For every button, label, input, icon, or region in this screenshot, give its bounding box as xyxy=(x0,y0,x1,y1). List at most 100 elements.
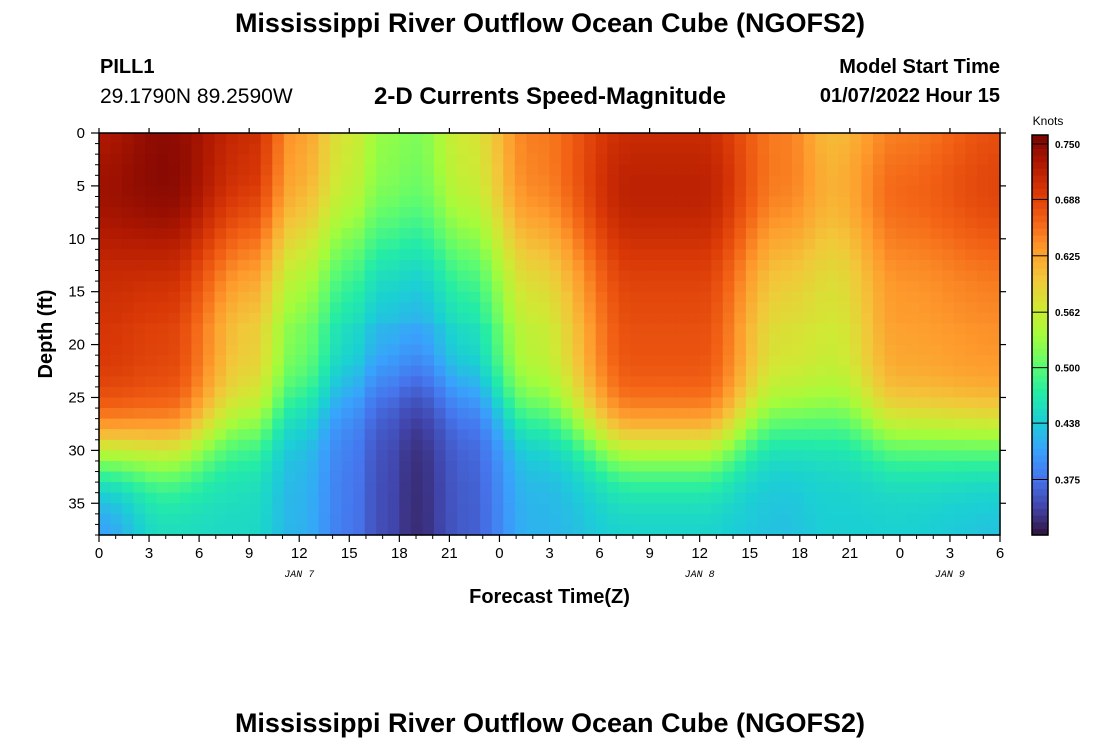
heatmap-cell xyxy=(849,312,862,325)
heatmap-cell xyxy=(641,270,655,282)
heatmap-cell xyxy=(942,408,955,420)
heatmap-cell xyxy=(734,344,747,356)
heatmap-cell xyxy=(792,323,805,335)
heatmap-cell xyxy=(306,207,320,219)
heatmap-cell xyxy=(249,408,262,420)
heatmap-cell xyxy=(745,397,759,409)
heatmap-cell xyxy=(896,154,909,166)
heatmap-cell xyxy=(283,228,296,240)
heatmap-cell xyxy=(549,513,562,526)
heatmap-cell xyxy=(410,429,424,441)
heatmap-cell xyxy=(861,164,874,176)
heatmap-cell xyxy=(387,408,400,420)
heatmap-cell xyxy=(387,397,400,409)
heatmap-cell xyxy=(838,302,851,314)
heatmap-cell xyxy=(330,334,343,346)
heatmap-cell xyxy=(711,291,724,303)
heatmap-cell xyxy=(514,249,527,261)
heatmap-cell xyxy=(422,418,435,430)
heatmap-cell xyxy=(745,133,759,145)
heatmap-cell xyxy=(665,513,678,526)
heatmap-cell xyxy=(676,217,689,229)
heatmap-cell xyxy=(630,471,643,483)
heatmap-cell xyxy=(803,143,816,155)
heatmap-cell xyxy=(249,302,262,314)
heatmap-cell xyxy=(99,196,112,208)
heatmap-cell xyxy=(780,482,793,494)
heatmap-cell xyxy=(537,334,551,346)
heatmap-cell xyxy=(757,344,770,356)
heatmap-cell xyxy=(468,207,481,219)
heatmap-cell xyxy=(214,460,227,473)
heatmap-cell xyxy=(249,175,262,187)
heatmap-cell xyxy=(838,450,851,462)
heatmap-cell xyxy=(826,207,839,219)
heatmap-cell xyxy=(768,228,782,240)
heatmap-cell xyxy=(584,196,597,208)
heatmap-cell xyxy=(318,408,331,420)
heatmap-cell xyxy=(191,365,204,377)
x-tick-label: 9 xyxy=(645,545,653,562)
heatmap-cell xyxy=(156,133,169,145)
heatmap-cell xyxy=(734,217,747,229)
heatmap-cell xyxy=(930,228,943,240)
heatmap-cell xyxy=(780,334,793,346)
heatmap-cell xyxy=(330,259,343,272)
heatmap-cell xyxy=(272,334,285,346)
heatmap-cell xyxy=(792,418,805,430)
heatmap-cell xyxy=(595,312,608,325)
heatmap-cell xyxy=(272,185,285,198)
heatmap-cell xyxy=(815,492,828,504)
heatmap-cell xyxy=(561,249,574,261)
heatmap-cell xyxy=(861,291,874,303)
heatmap-cell xyxy=(849,376,862,388)
heatmap-cell xyxy=(815,185,828,198)
heatmap-cell xyxy=(745,196,759,208)
heatmap-cell xyxy=(214,249,227,261)
heatmap-cell xyxy=(584,270,597,282)
heatmap-cell xyxy=(156,355,169,367)
heatmap-cell xyxy=(283,143,296,155)
heatmap-cell xyxy=(457,492,470,504)
heatmap-cell xyxy=(607,408,620,420)
heatmap-cell xyxy=(722,397,735,409)
heatmap-cell xyxy=(930,439,943,451)
heatmap-cell xyxy=(942,228,955,240)
heatmap-cell xyxy=(99,376,112,388)
heatmap-cell xyxy=(318,143,331,155)
heatmap-cell xyxy=(688,418,701,430)
heatmap-cell xyxy=(653,397,666,409)
heatmap-cell xyxy=(907,503,920,515)
heatmap-cell xyxy=(584,418,597,430)
heatmap-cell xyxy=(815,418,828,430)
heatmap-cell xyxy=(815,355,828,367)
heatmap-cell xyxy=(676,513,689,526)
heatmap-cell xyxy=(202,175,216,187)
heatmap-cell xyxy=(272,154,285,166)
heatmap-cell xyxy=(99,524,112,536)
heatmap-cell xyxy=(722,513,735,526)
heatmap-cell xyxy=(191,312,204,325)
heatmap-cell xyxy=(815,344,828,356)
heatmap-cell xyxy=(930,376,943,388)
heatmap-cell xyxy=(688,238,701,250)
heatmap-cell xyxy=(283,503,296,515)
heatmap-cell xyxy=(734,450,747,462)
heatmap-cell xyxy=(537,513,551,526)
heatmap-cell xyxy=(433,365,447,377)
heatmap-cell xyxy=(122,460,135,473)
heatmap-cell xyxy=(965,418,978,430)
heatmap-cell xyxy=(919,482,932,494)
colorbar-segment xyxy=(1032,215,1048,223)
heatmap-cell xyxy=(826,196,839,208)
heatmap-cell xyxy=(376,281,389,293)
heatmap-cell xyxy=(780,291,793,303)
heatmap-cell xyxy=(607,397,620,409)
heatmap-cell xyxy=(537,418,551,430)
heatmap-cell xyxy=(711,386,724,399)
heatmap-cell xyxy=(641,302,655,314)
heatmap-cell xyxy=(861,196,874,208)
heatmap-cell xyxy=(780,344,793,356)
heatmap-cell xyxy=(226,249,239,261)
heatmap-cell xyxy=(445,492,458,504)
